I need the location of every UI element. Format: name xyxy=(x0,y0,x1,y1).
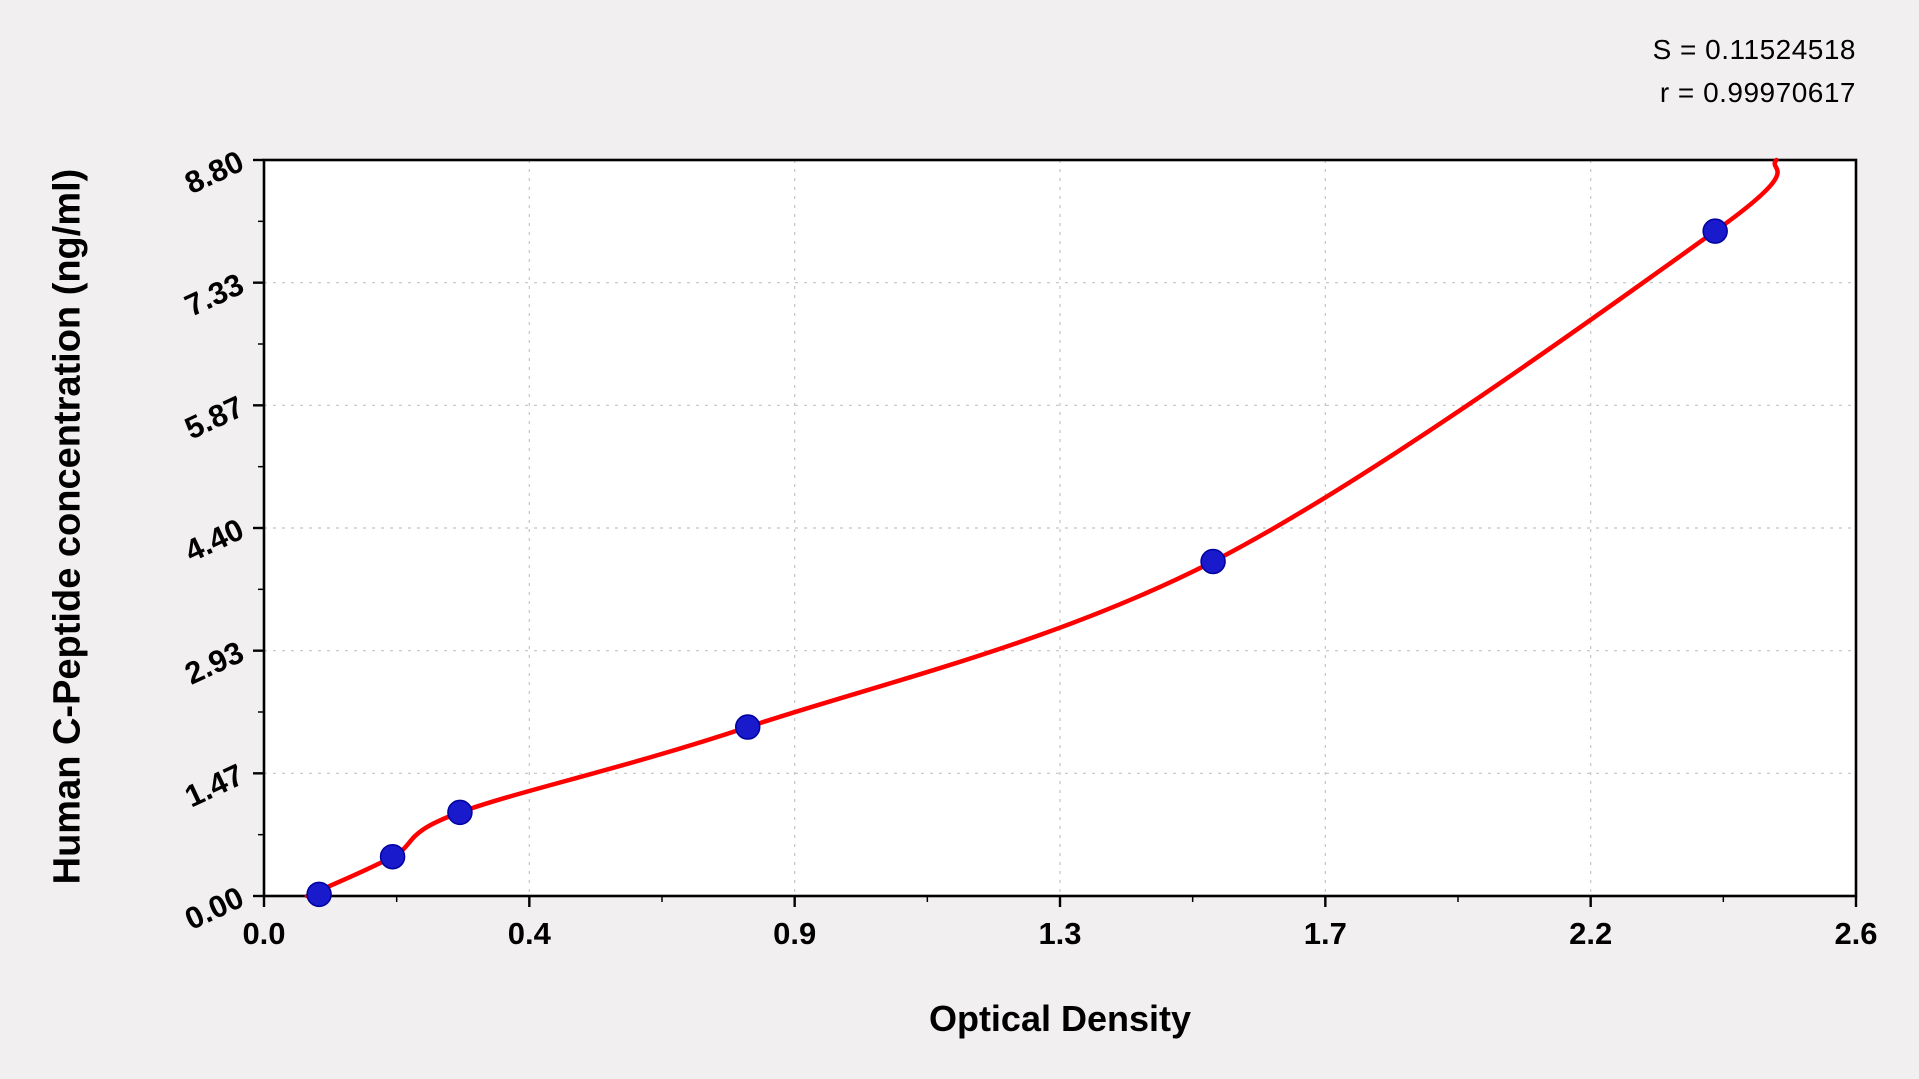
y-tick-label: 1.47 xyxy=(179,757,248,814)
x-axis-title: Optical Density xyxy=(928,998,1192,1039)
data-point xyxy=(734,714,761,740)
data-point xyxy=(379,843,406,870)
x-tick-label: 0.9 xyxy=(773,916,816,951)
y-tick-label: 4.40 xyxy=(179,512,248,569)
data-point xyxy=(1702,218,1728,244)
plot-frame xyxy=(262,158,1858,898)
fit-statistics: S = 0.11524518 r = 0.99970617 xyxy=(1653,28,1856,115)
s-value-text: S = 0.11524518 xyxy=(1652,34,1856,65)
x-tick-label: 2.2 xyxy=(1569,916,1612,951)
x-tick-label: 0.4 xyxy=(508,916,552,951)
x-tick-label: 1.7 xyxy=(1304,916,1347,951)
y-tick-label: 5.87 xyxy=(179,389,248,446)
y-tick-label: 7.33 xyxy=(179,266,248,323)
y-axis-title: Human C-Peptide concentration (ng/ml) xyxy=(46,168,89,885)
r-value-text: r = 0.99970617 xyxy=(1659,77,1856,109)
x-tick-label: 2.6 xyxy=(1834,916,1877,951)
x-tick-label: 1.3 xyxy=(1038,916,1081,951)
x-tick-label: 0.0 xyxy=(242,916,285,951)
standard-curve-line xyxy=(304,157,1780,899)
y-tick-label: 8.80 xyxy=(179,144,248,201)
y-tick-label: 0.00 xyxy=(179,880,248,937)
data-point xyxy=(1200,548,1226,575)
data-point xyxy=(447,799,473,826)
y-tick-label: 2.93 xyxy=(179,634,248,691)
data-point xyxy=(306,881,332,908)
